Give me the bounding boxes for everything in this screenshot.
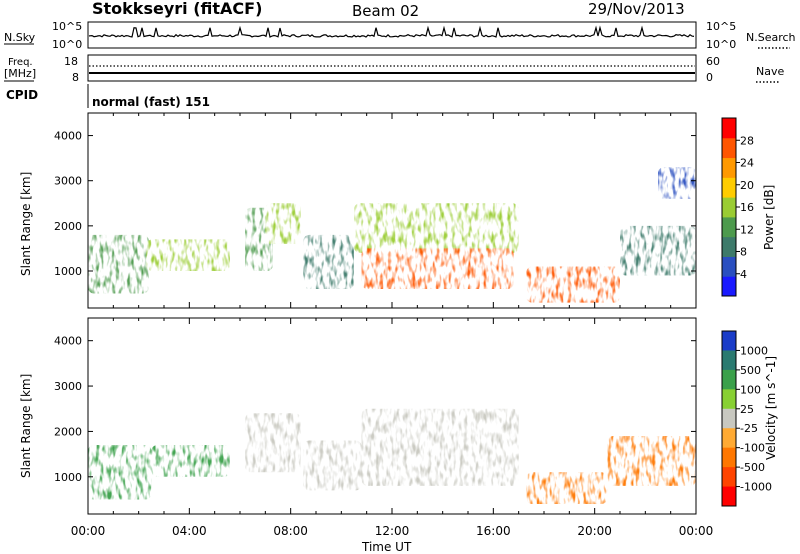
nsky-tick-bottom: 10^0	[52, 38, 82, 51]
nsky-trace	[88, 25, 695, 38]
velocity-colorbar-tick: -100	[740, 442, 765, 455]
power-yticks: 4000 3000 2000 1000	[54, 130, 696, 278]
freq-tick-bottom: 8	[72, 71, 79, 84]
nave-label: Nave	[756, 65, 784, 78]
powerPanel-region-7	[526, 266, 620, 303]
velYTicks-label: 1000	[54, 471, 82, 484]
freq-panel	[87, 54, 697, 82]
velocity-colorbar-tick: -500	[740, 461, 765, 474]
freq-label-2: [MHz]	[4, 67, 36, 80]
velocity-colorbar: 1000 500 100 25 -25 -100 -500 -1000	[721, 330, 772, 507]
velocity-colorbar-tick: 1000	[740, 344, 768, 357]
nsearch-tick-top: 10^5	[706, 20, 736, 33]
nsky-label: N.Sky	[4, 31, 36, 44]
freq-label-1: Freq.	[8, 57, 33, 68]
velYTicks-label: 3000	[54, 380, 82, 393]
station-title: Stokkseyri (fitACF)	[92, 0, 262, 18]
velPanel-region-0	[88, 445, 152, 500]
velYTicks-label: 2000	[54, 425, 82, 438]
velPanel-region-2	[245, 413, 301, 473]
powerYTicks-label: 1000	[54, 265, 82, 278]
velYTicks-label: 4000	[54, 335, 82, 348]
power-colorbar-tick: 20	[740, 179, 754, 192]
powerPanel-region-9	[658, 167, 696, 199]
velPanel-region-3	[303, 440, 362, 491]
date-title: 29/Nov/2013	[588, 0, 685, 18]
powerPanel-region-3	[265, 203, 301, 244]
velPanel-region-5	[526, 472, 608, 505]
time-tick-label: 08:00	[273, 524, 308, 538]
velocity-colorbar-tick: 25	[740, 403, 754, 416]
nsearch-label: N.Search	[746, 31, 796, 44]
velPanel-region-4	[361, 408, 519, 486]
power-colorbar-tick: 24	[740, 157, 754, 170]
velocity-colorbar-tick: -25	[740, 422, 758, 435]
power-colorbar: 28 24 20 16 12 8 4	[721, 117, 754, 297]
power-colorbar-tick: 28	[740, 134, 754, 147]
time-axis-label: Time UT	[361, 540, 412, 554]
velocity-colorbar-tick: -1000	[740, 481, 772, 494]
time-tick-label: 00:00	[71, 524, 106, 538]
nsearch-tick-bottom: 10^0	[706, 38, 736, 51]
freq-tick-top: 18	[64, 55, 78, 68]
velocity-yticks: 4000 3000 2000 1000	[54, 335, 696, 484]
power-colorbar-label: Power [dB]	[762, 185, 776, 250]
powerYTicks-label: 2000	[54, 220, 82, 233]
powerYTicks-label: 4000	[54, 130, 82, 143]
velPanel-region-6	[607, 435, 696, 486]
time-axis-ticks: 00:00 04:00 08:00 12:00 16:00 20:00 00:00	[71, 113, 714, 538]
powerPanel-region-5	[354, 203, 519, 253]
nave-tick-bottom: 0	[706, 71, 713, 84]
nave-tick-top: 60	[706, 55, 720, 68]
beam-title: Beam 02	[352, 2, 419, 20]
time-tick-label: 20:00	[577, 524, 612, 538]
powerPanel-region-1	[146, 239, 230, 271]
velocity-colorbar-tick: 500	[740, 364, 761, 377]
powerYTicks-label: 3000	[54, 175, 82, 188]
cpid-label: CPID	[6, 88, 38, 102]
velocity-panel	[88, 408, 696, 505]
power-colorbar-tick: 8	[740, 246, 747, 259]
time-tick-label: 00:00	[679, 524, 714, 538]
time-tick-label: 12:00	[375, 524, 410, 538]
velPanel-region-1	[151, 445, 230, 477]
power-colorbar-tick: 12	[740, 223, 754, 236]
velocity-ylabel: Slant Range [km]	[19, 374, 33, 478]
power-panel	[88, 167, 696, 303]
nsky-panel	[87, 21, 697, 49]
power-colorbar-tick: 4	[740, 268, 747, 281]
powerPanel-region-8	[620, 225, 696, 276]
velocity-colorbar-tick: 100	[740, 383, 761, 396]
power-colorbar-tick: 16	[740, 201, 754, 214]
powerPanel-region-4	[303, 234, 354, 290]
time-tick-label: 04:00	[172, 524, 207, 538]
power-ylabel: Slant Range [km]	[19, 172, 33, 276]
powerPanel-region-6	[361, 248, 514, 290]
time-tick-label: 16:00	[476, 524, 511, 538]
cpid-text: normal (fast) 151	[92, 95, 210, 109]
velocity-colorbar-label: Velocity [m s^-1]	[764, 356, 778, 460]
nsky-tick-top: 10^5	[52, 20, 82, 33]
powerPanel-region-0	[88, 234, 149, 294]
